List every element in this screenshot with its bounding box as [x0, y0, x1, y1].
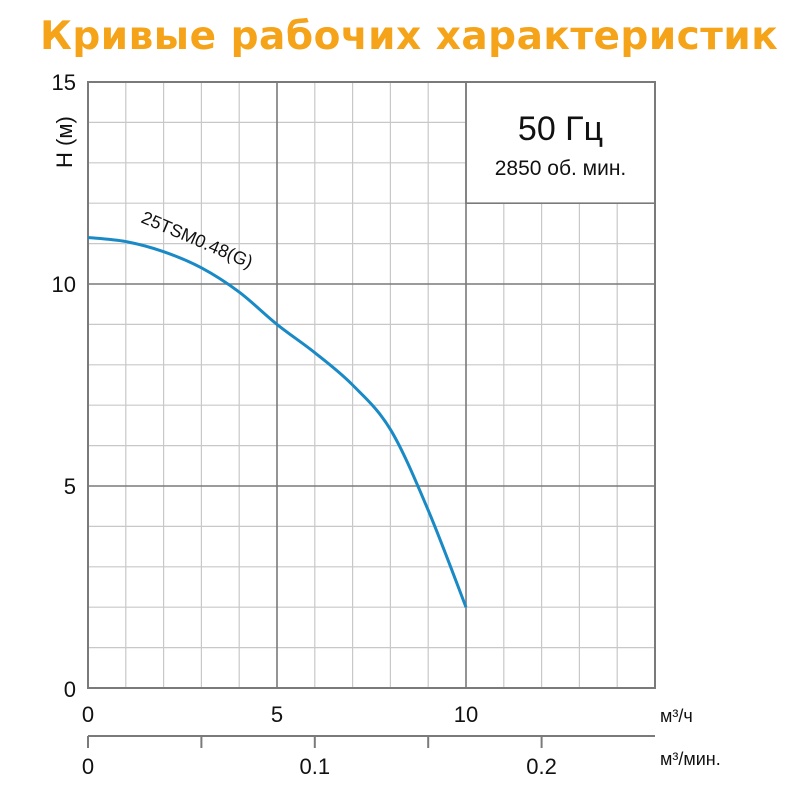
series-label: 25TSM0.48(G) — [138, 207, 255, 272]
secondary-x-axis-label: м³/мин. — [660, 749, 721, 769]
x-axis-label: м³/ч — [660, 706, 693, 726]
y-tick-label: 0 — [64, 677, 76, 702]
y-tick-label: 10 — [52, 272, 76, 297]
x-tick-label: 0 — [82, 702, 94, 727]
legend-speed: 2850 об. мин. — [495, 157, 627, 180]
secondary-x-tick-label: 0.1 — [300, 754, 331, 779]
y-tick-label: 15 — [52, 70, 76, 95]
chart-title: Кривые рабочих характеристик — [40, 14, 779, 59]
x-tick-label: 5 — [271, 702, 283, 727]
secondary-x-tick-label: 0 — [82, 754, 94, 779]
y-tick-label: 5 — [64, 474, 76, 499]
y-axis-label: H (м) — [52, 116, 77, 168]
plot-frame — [87, 81, 656, 689]
secondary-x-tick-label: 0.2 — [526, 754, 557, 779]
legend-frequency: 50 Гц — [518, 110, 603, 148]
x-tick-label: 10 — [454, 702, 478, 727]
series-line — [87, 236, 468, 608]
legend-box-bg — [466, 82, 655, 204]
